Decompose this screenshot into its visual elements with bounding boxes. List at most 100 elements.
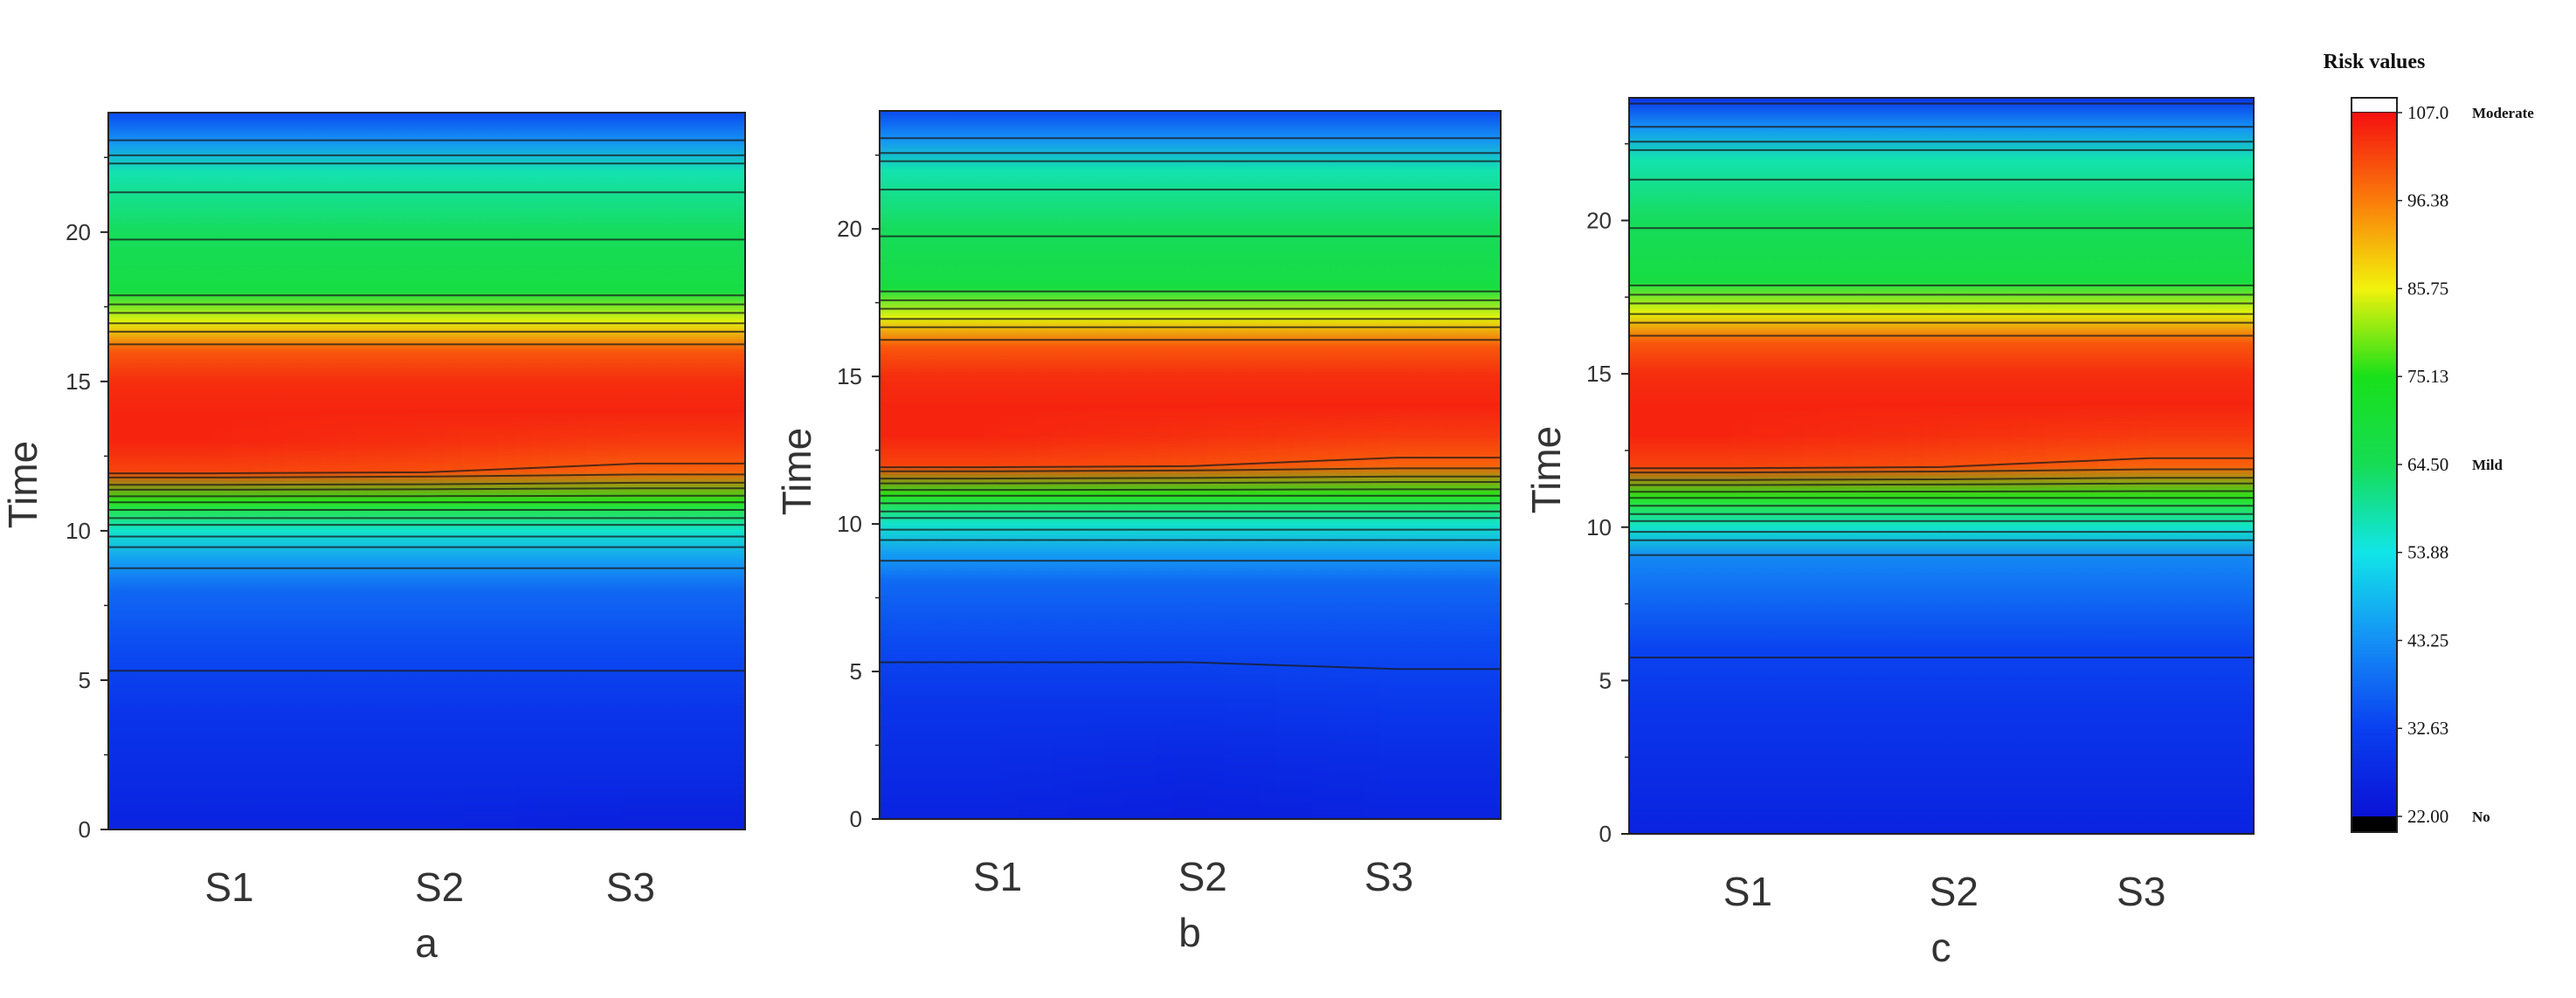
y-tick-label: 15 [1586, 361, 1612, 387]
contour-fill-strip [1087, 111, 1105, 819]
contour-fill-strip [2149, 98, 2168, 834]
x-tick-label: S2 [415, 864, 464, 910]
colorbar-under-cap [2352, 816, 2397, 832]
contour-fill-strip [2201, 98, 2220, 834]
contour-fill-strip [1294, 111, 1312, 819]
contour-fill-strip [497, 113, 516, 829]
colorbar-tick-label: 75.13 [2407, 366, 2448, 387]
contour-fill-strip [1259, 111, 1278, 819]
plot-frame [107, 112, 746, 830]
contour-fill-strip [1379, 111, 1398, 819]
plot-frame [1628, 97, 2255, 835]
contour-fill-strip [321, 113, 340, 829]
contour-line [1629, 482, 2254, 486]
contour-line [880, 457, 1501, 469]
colorbar-title: Risk values [2324, 51, 2426, 73]
colorbar-gradient [2352, 113, 2397, 816]
y-tick-label: 0 [79, 816, 91, 843]
contour-fill-strip [949, 111, 967, 819]
contour-fill-strip [250, 113, 269, 829]
contour-fill-strip [1767, 98, 1786, 834]
contour-fill-strip [1000, 111, 1019, 819]
contour-fill-strip [1854, 98, 1873, 834]
contour-line [880, 488, 1501, 492]
y-tick-label: 10 [1586, 514, 1612, 540]
colorbar-tick-label: 85.75 [2407, 279, 2448, 299]
y-tick-label: 20 [66, 219, 91, 245]
contour-fill-strip [1018, 111, 1036, 819]
contour-fill-strip [1363, 111, 1381, 819]
contour-fill-strip [1872, 98, 1890, 834]
x-tick-label: S2 [1930, 869, 1979, 914]
contour-fill-strip [1138, 111, 1157, 819]
contour-fill-strip [727, 113, 746, 829]
panel-b: 0 5 10 15 20 Time S1 S2 S3 b [774, 110, 1502, 955]
contour-line [880, 661, 1501, 671]
panel-label: b [1178, 910, 1201, 955]
colorbar-tick-label: 53.88 [2407, 542, 2448, 563]
contour-line [108, 481, 745, 486]
contour-fill-strip [1663, 98, 1682, 834]
contour-fill-strip [302, 113, 321, 829]
contour-fill-strip [1993, 98, 2012, 834]
colorbar-tick-label: 64.50 [2407, 454, 2448, 475]
contour-line [1629, 457, 2254, 470]
colorbar-tick-label: 32.63 [2407, 718, 2448, 739]
contour-fill-strip [1629, 98, 1647, 834]
contour-fill-strip [1466, 111, 1485, 819]
contour-fill-strip [126, 113, 145, 829]
contour-fill-strip [550, 113, 570, 829]
contour-line [880, 475, 1501, 480]
y-tick-label: 15 [66, 368, 91, 395]
y-tick-label: 5 [1599, 667, 1612, 693]
contour-fill-strip [161, 113, 180, 829]
contour-fill-strip [1121, 111, 1140, 819]
panel-c: 0 5 10 15 20 Time S1 S2 S3 c [1523, 97, 2255, 970]
contour-fill-strip [231, 113, 251, 829]
contour-fill-strip [1802, 98, 1821, 834]
contour-fill-strip [143, 113, 162, 829]
contour-fill-strip [356, 113, 375, 829]
contour-fill-strip [108, 113, 128, 829]
contour-fill-strip [1889, 98, 1908, 834]
contour-fill-strip [880, 111, 898, 819]
contour-fill-strip [1276, 111, 1295, 819]
contour-fill-strip [267, 113, 287, 829]
contour-fill-strip [639, 113, 658, 829]
contour-line [880, 467, 1501, 472]
contour-fill-strip [338, 113, 357, 829]
contour-fill-strip [2097, 98, 2116, 834]
contour-fill-strip [391, 113, 411, 829]
colorbar-level-label: No [2472, 809, 2490, 825]
contour-fill-strip [197, 113, 216, 829]
contour-fill-strip [1328, 111, 1347, 819]
panel-a: 0 5 10 15 20 Time S1 S2 S3 a [0, 112, 746, 966]
y-axis-label: Time [1523, 426, 1569, 514]
contour-fill-strip [480, 113, 499, 829]
contour-fill-strip [983, 111, 1002, 819]
contour-fill-strip [2115, 98, 2133, 834]
y-tick-label: 0 [1599, 821, 1612, 847]
contour-fill-strip [1241, 111, 1260, 819]
x-tick-label: S1 [973, 854, 1022, 899]
contour-fill-strip [585, 113, 604, 829]
contour-line [1629, 477, 2254, 481]
contour-line [108, 462, 745, 475]
x-tick-label: S1 [1723, 869, 1772, 914]
y-tick-label: 20 [1586, 208, 1612, 234]
contour-fill-strip [1483, 111, 1502, 819]
contour-line [108, 487, 745, 491]
contour-fill-strip [1837, 98, 1855, 834]
contour-fill-strip [2166, 98, 2186, 834]
contour-fill-strip [2027, 98, 2047, 834]
contour-fill-strip [2131, 98, 2151, 834]
colorbar-over-cap [2351, 97, 2398, 114]
contour-fill-strip [1310, 111, 1329, 819]
contour-line [108, 473, 745, 478]
contour-fill-strip [1397, 111, 1416, 819]
y-axis-label: Time [0, 441, 45, 529]
contour-fill-strip [1069, 111, 1088, 819]
contour-fill-strip [2219, 98, 2237, 834]
contour-fill-strip [1448, 111, 1468, 819]
